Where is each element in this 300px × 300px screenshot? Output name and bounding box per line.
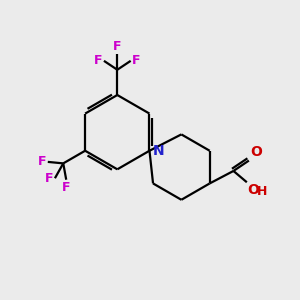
Text: F: F xyxy=(113,40,122,53)
Text: O: O xyxy=(248,183,259,197)
Text: F: F xyxy=(38,155,46,168)
Text: N: N xyxy=(152,144,164,158)
Text: F: F xyxy=(132,54,141,67)
Text: F: F xyxy=(94,54,102,67)
Text: F: F xyxy=(45,172,53,185)
Text: F: F xyxy=(62,181,70,194)
Text: O: O xyxy=(250,146,262,159)
Text: H: H xyxy=(257,185,268,198)
